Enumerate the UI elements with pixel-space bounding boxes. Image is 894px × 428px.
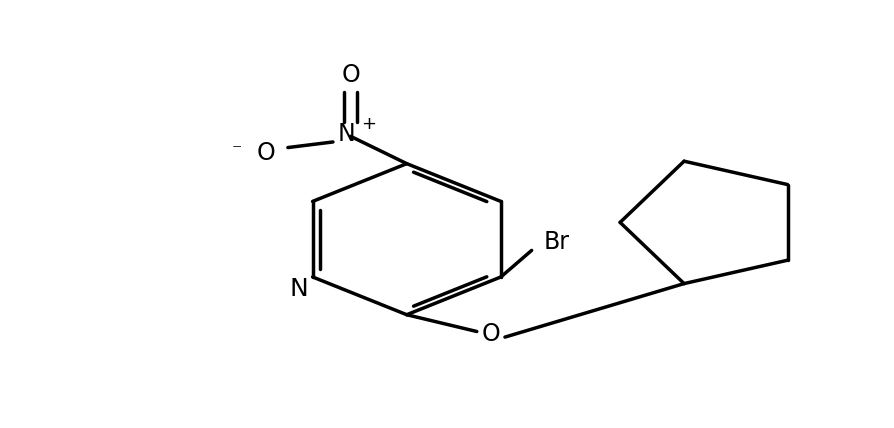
- Text: +: +: [361, 115, 375, 133]
- Text: N: N: [290, 277, 308, 301]
- Text: ⁻: ⁻: [232, 141, 241, 160]
- Text: N: N: [338, 122, 356, 146]
- Text: O: O: [482, 322, 501, 346]
- Text: O: O: [257, 141, 275, 165]
- Text: Br: Br: [544, 230, 569, 254]
- Text: O: O: [342, 63, 360, 87]
